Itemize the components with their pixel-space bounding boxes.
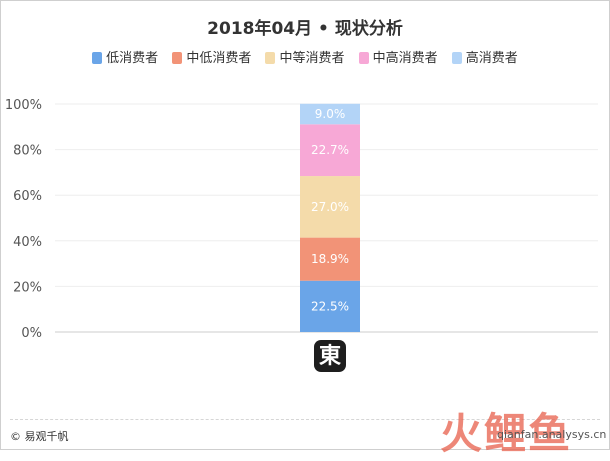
legend-swatch (265, 52, 276, 64)
y-tick-label: 100% (5, 98, 42, 113)
legend-item-mid-low[interactable]: 中低消费者 (172, 47, 251, 66)
chart-legend: 低消费者 中低消费者 中等消费者 中高消费者 高消费者 (0, 47, 610, 66)
legend-item-low[interactable]: 低消费者 (92, 47, 158, 66)
legend-label: 中高消费者 (372, 51, 438, 66)
data-label: 27.0% (311, 200, 349, 214)
legend-item-mid-high[interactable]: 中高消费者 (358, 47, 438, 66)
data-label: 22.7% (311, 143, 349, 157)
stacked-bar-chart: 0% 20% 40% 60% 80% 100% 22.5% 18.9% 27.0% 22.7% 9.… (5, 98, 598, 341)
bar-segment[interactable] (300, 103, 360, 125)
legend-swatch (451, 52, 462, 64)
legend-label: 低消费者 (106, 51, 159, 66)
y-tick-label: 80% (13, 144, 42, 159)
legend-swatch (172, 52, 183, 64)
jd-app-icon: 東 (314, 340, 346, 372)
bar-segment[interactable] (300, 237, 360, 281)
y-tick-label: 60% (13, 189, 42, 204)
legend-item-high[interactable]: 高消费者 (451, 47, 518, 66)
data-label: 22.5% (311, 299, 349, 313)
legend-item-mid[interactable]: 中等消费者 (265, 47, 345, 66)
copyright-text: © 易观千帆 (10, 430, 69, 443)
legend-label: 高消费者 (465, 51, 518, 66)
footer-divider (10, 419, 600, 420)
legend-swatch (92, 52, 103, 64)
data-label: 18.9% (311, 252, 349, 266)
chart-title: 2018年04月 • 现状分析 (207, 19, 403, 39)
y-tick-label: 20% (13, 280, 42, 295)
data-label: 9.0% (315, 107, 346, 121)
legend-swatch (358, 52, 369, 64)
bar-segment[interactable] (300, 176, 360, 238)
bar-segment[interactable] (300, 124, 360, 177)
bar-segment[interactable] (300, 280, 360, 332)
y-tick-label: 0% (21, 326, 42, 341)
y-tick-label: 40% (13, 235, 42, 250)
legend-label: 中等消费者 (279, 51, 345, 66)
legend-label: 中低消费者 (186, 51, 252, 66)
source-url: qianfan.analysys.cn (497, 428, 607, 441)
